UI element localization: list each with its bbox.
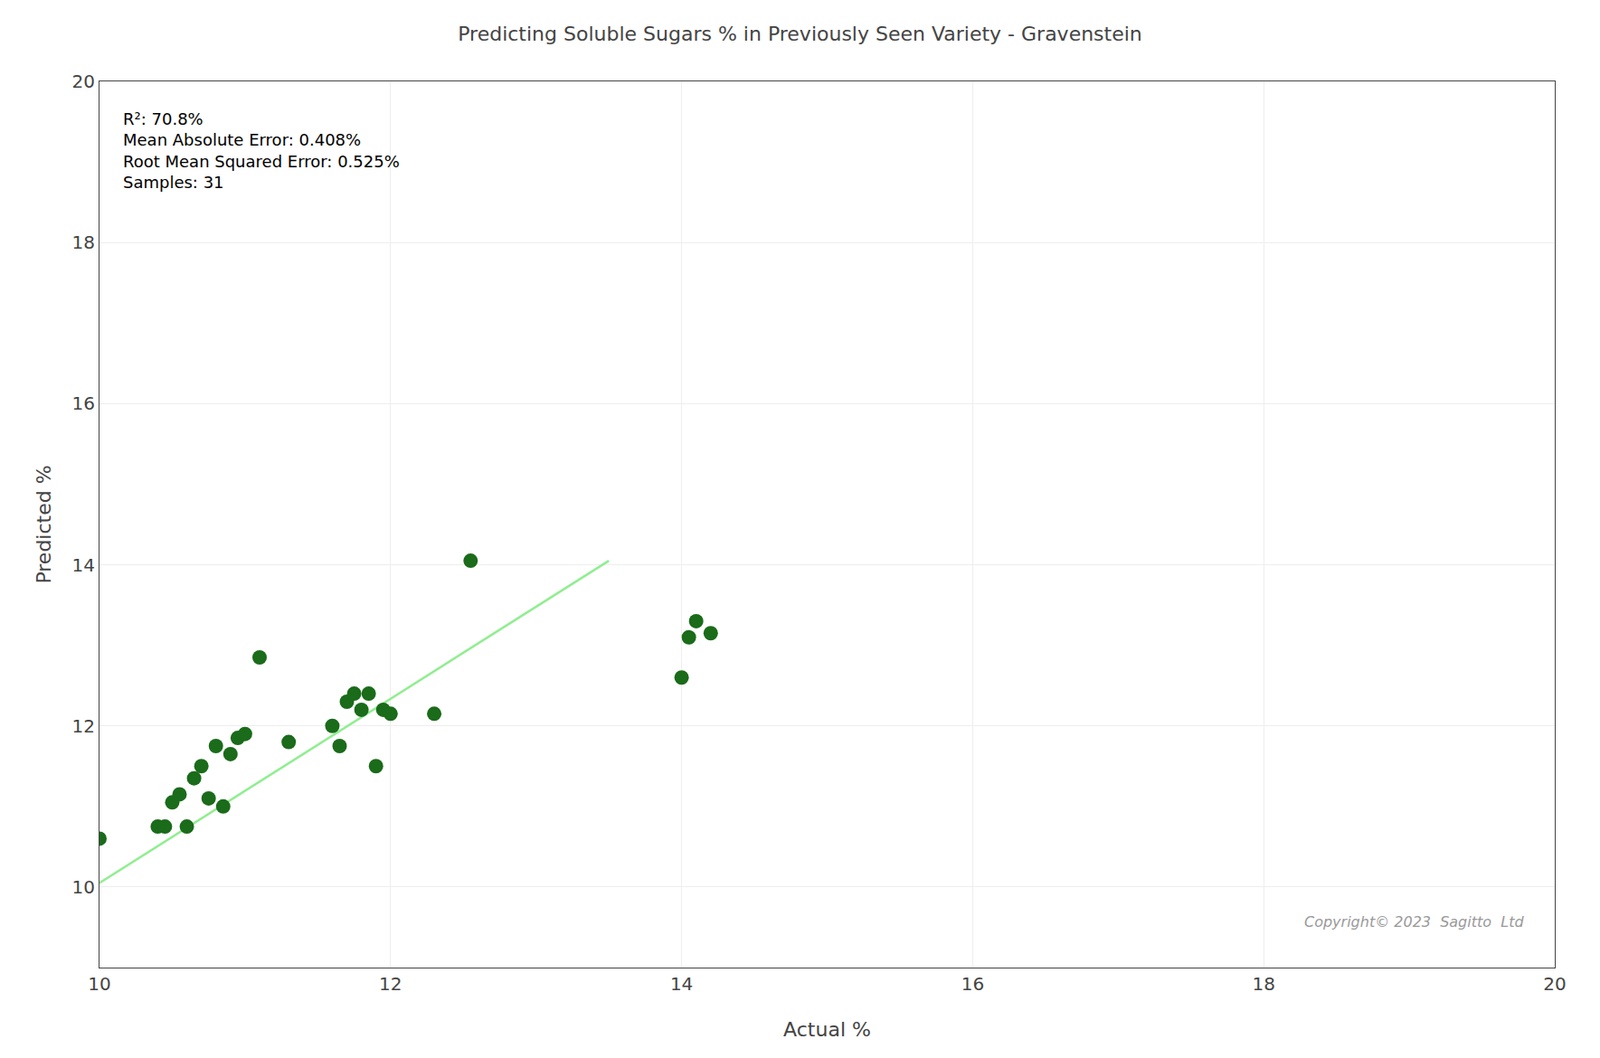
svg-text:18: 18 bbox=[72, 231, 95, 254]
svg-text:14: 14 bbox=[670, 973, 693, 995]
svg-text:12: 12 bbox=[72, 715, 95, 738]
svg-text:16: 16 bbox=[72, 392, 95, 415]
svg-text:R²: 70.8%Mean Absolute Error:: R²: 70.8%Mean Absolute Error: 0.408%Root… bbox=[123, 109, 400, 192]
svg-text:20: 20 bbox=[72, 70, 95, 93]
svg-text:Predicting Soluble Sugars % in: Predicting Soluble Sugars % in Previousl… bbox=[457, 22, 1143, 46]
svg-text:Copyright© 2023 Sagitto Ltd: Copyright© 2023 Sagitto Ltd bbox=[1304, 913, 1525, 931]
svg-text:16: 16 bbox=[961, 973, 985, 995]
svg-text:10: 10 bbox=[72, 876, 95, 899]
svg-text:20: 20 bbox=[1543, 973, 1566, 995]
svg-text:Actual %: Actual % bbox=[783, 1018, 872, 1042]
svg-text:18: 18 bbox=[1251, 973, 1275, 995]
svg-text:14: 14 bbox=[72, 554, 95, 577]
svg-text:10: 10 bbox=[87, 973, 111, 995]
svg-text:12: 12 bbox=[378, 973, 402, 995]
svg-text:Predicted %: Predicted % bbox=[32, 464, 56, 584]
